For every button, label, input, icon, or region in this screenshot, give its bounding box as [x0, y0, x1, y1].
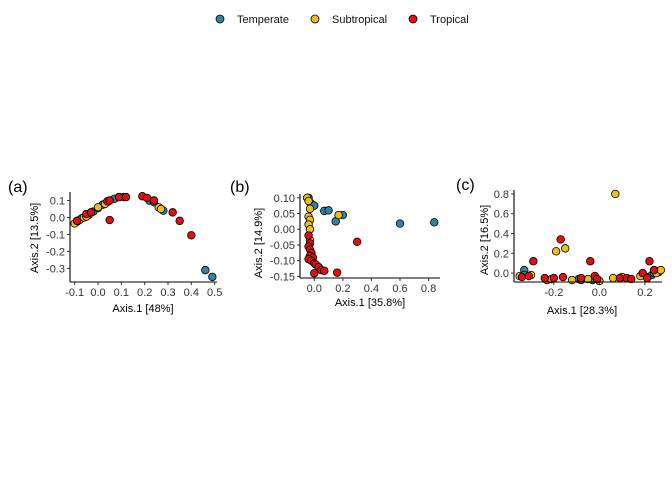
y-tick-label-a: -0.2	[46, 246, 65, 258]
point-tropical-b	[352, 237, 362, 247]
point-temperate-b	[324, 206, 333, 215]
x-axis-title-b: Axis.1 [35.8%]	[335, 297, 405, 309]
x-tick-label-a: 0.1	[114, 287, 129, 299]
panel-letter-c: (c)	[456, 177, 475, 194]
y-tick-label-a: 0.1	[50, 195, 65, 207]
legend-label-subtropical: Subtropical	[332, 14, 387, 26]
point-tropical-c	[517, 272, 527, 282]
point-tropical-a	[187, 231, 196, 240]
point-temperate-a	[201, 265, 210, 275]
panel-letter-b: (b)	[230, 179, 250, 196]
point-tropical-c	[549, 273, 559, 283]
y-tick-label-a: 0.0	[50, 212, 65, 224]
point-tropical-c	[643, 273, 652, 283]
legend: Temperate Subtropical Tropical	[215, 14, 469, 26]
legend-label-temperate: Temperate	[237, 14, 289, 26]
point-tropical-a	[105, 196, 114, 205]
point-tropical-a	[142, 193, 152, 203]
point-tropical-c	[627, 274, 636, 284]
point-tropical-c	[592, 274, 602, 284]
y-tick-label-b: 0.10	[274, 193, 295, 205]
y-tick-label-b: -0.15	[270, 271, 295, 283]
point-tropical-c	[576, 273, 586, 283]
point-temperate-a	[208, 272, 217, 282]
legend-marker-subtropical	[310, 14, 320, 24]
point-tropical-c	[524, 271, 533, 281]
point-temperate-b	[430, 218, 439, 227]
point-tropical-a	[168, 208, 177, 217]
point-subtropical-b	[305, 204, 315, 213]
point-tropical-a	[121, 192, 131, 202]
panel-letter-a: (a)	[8, 179, 28, 196]
legend-marker-tropical	[408, 14, 418, 24]
y-tick-label-c: 0.6	[494, 209, 509, 221]
y-tick-label-c: 0.0	[494, 268, 509, 280]
y-tick-label-c: 0.4	[494, 229, 509, 241]
x-tick-label-b: 0.0	[307, 283, 322, 295]
point-tropical-c	[556, 235, 565, 244]
x-tick-label-a: 0.2	[137, 287, 152, 299]
x-tick-label-a: 0.3	[160, 287, 175, 299]
point-subtropical-b	[334, 210, 343, 220]
point-tropical-a	[105, 215, 114, 225]
y-tick-label-b: 0.05	[274, 209, 295, 221]
point-tropical-a	[114, 192, 124, 202]
point-tropical-c	[529, 257, 538, 266]
x-axis-title-c: Axis.1 [28.3%]	[547, 305, 617, 317]
scatter-panel-b: (b) 0.0 0.2 0.4 0.6 0.8 -0.15 -0.10 -0.05 0.00 0.…	[230, 179, 440, 309]
x-tick-label-c: 0.2	[637, 287, 652, 299]
point-tropical-a	[149, 196, 159, 205]
x-tick-label-c: 0.0	[592, 287, 607, 299]
point-subtropical-a	[156, 204, 166, 214]
point-tropical-c	[586, 257, 595, 266]
point-tropical-c	[540, 273, 549, 283]
legend-marker-temperate	[215, 14, 225, 24]
x-axis-title-a: Axis.1 [48%]	[112, 303, 173, 315]
point-tropical-a	[86, 208, 96, 217]
y-tick-label-a: -0.3	[46, 263, 65, 275]
x-tick-label-b: 0.6	[392, 283, 407, 295]
x-tick-label-a: 0.5	[207, 287, 222, 299]
x-tick-label-b: 0.8	[421, 283, 436, 295]
point-tropical-b	[332, 268, 342, 277]
point-temperate-b	[395, 219, 405, 228]
point-tropical-a	[72, 216, 82, 226]
y-tick-label-b: 0.00	[274, 224, 295, 236]
x-tick-label-a: -0.1	[65, 287, 84, 299]
y-tick-label-a: -0.1	[46, 229, 65, 241]
y-axis-title-c: Axis.2 [16.5%]	[479, 205, 491, 275]
point-subtropical-c	[611, 189, 620, 199]
y-tick-label-b: -0.10	[270, 256, 295, 268]
x-tick-label-a: 0.0	[90, 287, 105, 299]
y-tick-label-c: 0.8	[494, 189, 509, 201]
x-tick-label-b: 0.2	[335, 283, 350, 295]
point-subtropical-b	[304, 196, 313, 206]
point-tropical-c	[558, 272, 568, 282]
scatter-panel-a: (a) -0.1 0.0 0.1 0.2 0.3 0.4 0.5 -0.3 -0.2 -0.1 0.…	[8, 179, 222, 315]
point-subtropical-a	[93, 203, 103, 212]
point-tropical-b	[304, 231, 313, 240]
point-subtropical-c	[567, 275, 577, 285]
point-tropical-c	[649, 265, 659, 275]
y-tick-label-b: -0.05	[270, 240, 295, 252]
x-tick-label-b: 0.4	[364, 283, 379, 295]
point-tropical-b	[310, 269, 319, 278]
point-tropical-b	[320, 266, 329, 275]
legend-label-tropical: Tropical	[430, 14, 469, 26]
scatter-panel-c: (c) -0.2 0.0 0.2 0.0 0.2 0.4 0.6 0.8 Axis.1 [28…	[456, 177, 666, 317]
point-subtropical-c	[561, 244, 570, 253]
point-tropical-c	[645, 257, 654, 266]
x-tick-label-c: -0.2	[544, 287, 563, 299]
point-tropical-a	[175, 216, 184, 226]
point-subtropical-c	[551, 247, 561, 256]
y-tick-label-c: 0.2	[494, 248, 509, 260]
x-tick-label-a: 0.4	[184, 287, 199, 299]
y-axis-title-a: Axis.2 [13.5%]	[29, 203, 41, 273]
y-axis-title-b: Axis.2 [14.9%]	[253, 208, 265, 278]
